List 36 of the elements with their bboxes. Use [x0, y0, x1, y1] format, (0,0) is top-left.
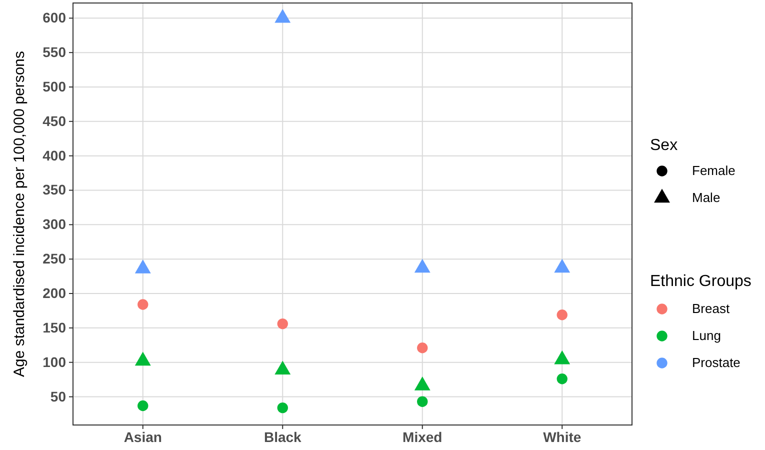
point	[556, 374, 568, 384]
point	[554, 258, 570, 273]
y-tick-label: 500	[42, 78, 66, 94]
legend-label: Breast	[692, 301, 730, 316]
y-tick-label: 50	[50, 388, 66, 404]
text: Male	[692, 190, 720, 205]
legend-title: Ethnic Groups	[650, 273, 752, 290]
x-tick-label: Black	[264, 428, 302, 445]
point	[556, 310, 568, 320]
point	[277, 318, 288, 330]
y-tick-label: 100	[42, 354, 66, 370]
y-axis-title: Age standardised incidence per 100,000 persons	[11, 50, 28, 378]
y-tick-label: 300	[42, 216, 66, 232]
point	[274, 8, 291, 23]
x-tick-label: White	[543, 428, 582, 445]
y-tick-label: 250	[42, 250, 66, 267]
x-tick-label: Asian	[124, 428, 162, 445]
legend-label: Prostate	[692, 355, 740, 370]
y-tick-label: 400	[42, 147, 66, 164]
point	[417, 342, 428, 354]
y-tick-label: 600	[42, 10, 66, 26]
y-tick-label: 200	[42, 284, 66, 301]
x-tick-label: Mixed	[402, 428, 442, 445]
text: Sex	[650, 137, 678, 154]
point	[138, 400, 148, 412]
point	[138, 299, 148, 310]
y-tick-label: 450	[42, 112, 66, 129]
point	[277, 402, 288, 414]
y-tick-label: 150	[42, 319, 66, 336]
point	[134, 260, 151, 274]
y-tick-label: 550	[42, 44, 66, 60]
point	[417, 396, 428, 407]
legend-label: Lung	[692, 328, 721, 343]
text: Female	[692, 163, 736, 178]
y-tick-label: 350	[42, 182, 66, 198]
point	[414, 258, 430, 273]
